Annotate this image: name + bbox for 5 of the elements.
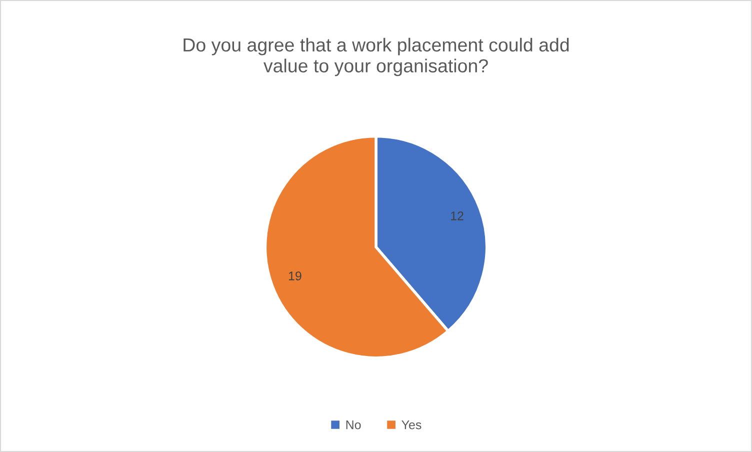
chart-title: Do you agree that a work placement could add value to your organisation?: [184, 38, 569, 76]
legend-label: Yes: [402, 420, 422, 430]
legend-label: No: [346, 420, 361, 430]
data-label: 12: [451, 211, 464, 220]
data-label: 19: [288, 272, 302, 280]
